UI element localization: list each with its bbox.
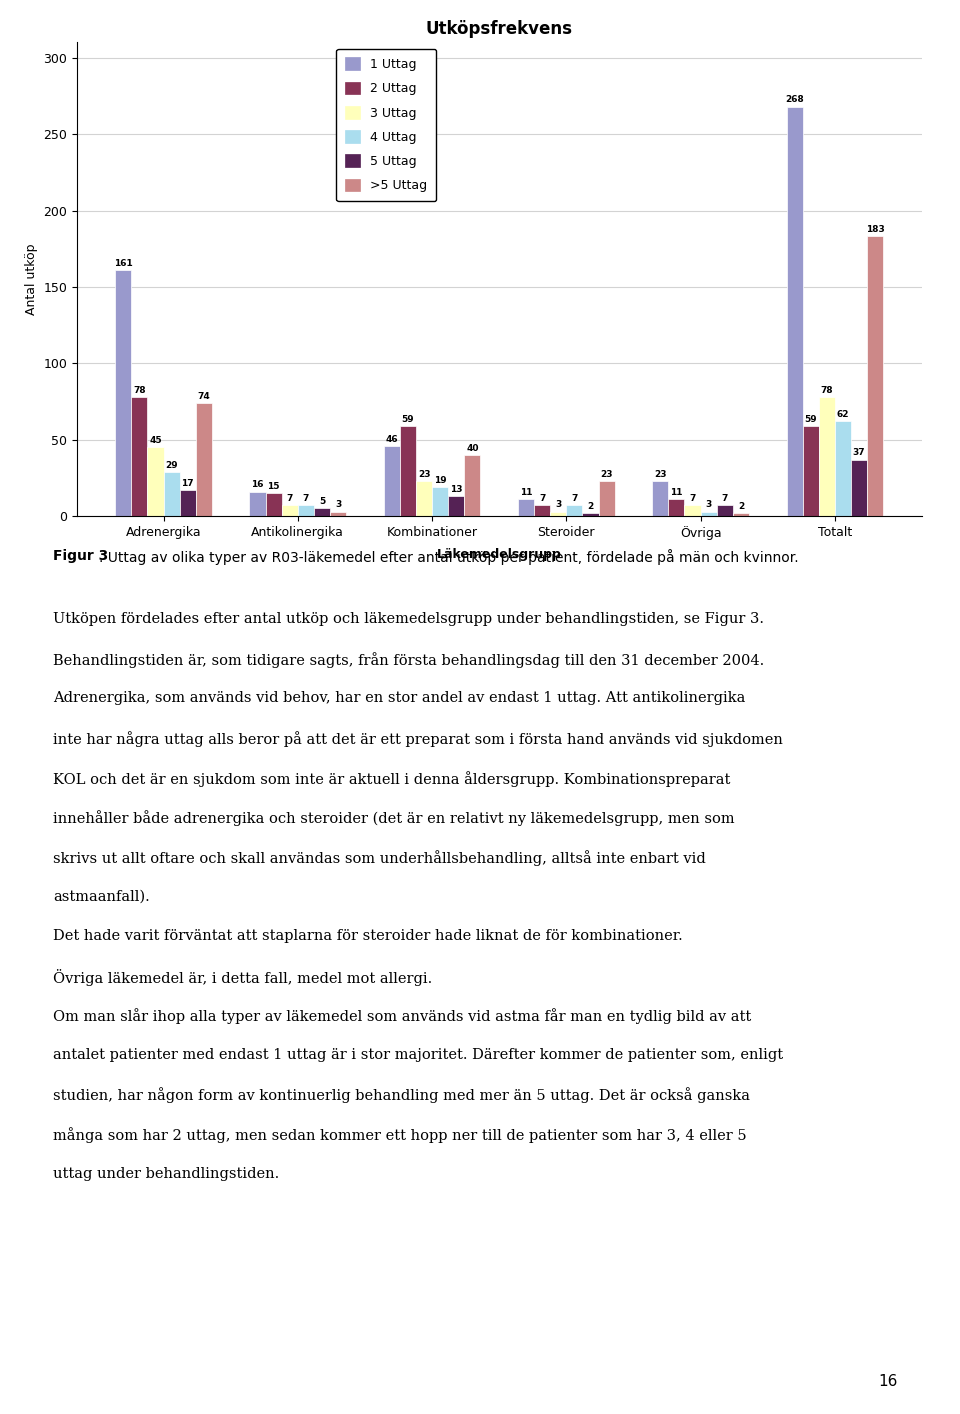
Text: 268: 268 (785, 95, 804, 105)
Title: Utköpsfrekvens: Utköpsfrekvens (425, 20, 573, 38)
Text: 23: 23 (600, 469, 612, 479)
Text: 23: 23 (654, 469, 666, 479)
Text: 7: 7 (539, 493, 545, 503)
Text: Figur 3: Figur 3 (53, 549, 108, 563)
Text: Om man slår ihop alla typer av läkemedel som används vid astma får man en tydlig: Om man slår ihop alla typer av läkemedel… (53, 1008, 751, 1024)
Text: 74: 74 (198, 392, 210, 400)
Bar (732, 513, 749, 516)
Bar (786, 106, 803, 516)
Bar (314, 509, 330, 516)
Text: 3: 3 (335, 501, 341, 509)
Bar (598, 481, 614, 516)
Bar (298, 505, 314, 516)
Text: 7: 7 (302, 493, 309, 503)
Text: skrivs ut allt oftare och skall användas som underhållsbehandling, alltså inte e: skrivs ut allt oftare och skall användas… (53, 850, 706, 865)
Bar (416, 481, 432, 516)
Bar (668, 499, 684, 516)
Text: Det hade varit förväntat att staplarna för steroider hade liknat de för kombinat: Det hade varit förväntat att staplarna f… (53, 929, 683, 943)
Bar (583, 513, 598, 516)
X-axis label: Läkemedelsgrupp: Läkemedelsgrupp (437, 549, 562, 561)
Text: studien, har någon form av kontinuerlig behandling med mer än 5 uttag. Det är oc: studien, har någon form av kontinuerlig … (53, 1087, 750, 1103)
Text: 62: 62 (837, 410, 850, 419)
Bar (835, 421, 851, 516)
Bar (432, 486, 448, 516)
Text: 46: 46 (386, 434, 398, 444)
Text: 45: 45 (149, 436, 162, 445)
Bar (566, 505, 583, 516)
Text: 3: 3 (706, 501, 711, 509)
Bar (148, 447, 163, 516)
Text: 7: 7 (571, 493, 578, 503)
Text: 16: 16 (252, 481, 264, 489)
Text: astmaanfall).: astmaanfall). (53, 889, 150, 904)
Bar (400, 426, 416, 516)
Text: 2: 2 (737, 502, 744, 510)
Text: antalet patienter med endast 1 uttag är i stor majoritet. Därefter kommer de pat: antalet patienter med endast 1 uttag är … (53, 1048, 783, 1062)
Bar (851, 460, 867, 516)
Text: uttag under behandlingstiden.: uttag under behandlingstiden. (53, 1167, 279, 1181)
Text: 17: 17 (181, 479, 194, 488)
Text: inte har några uttag alls beror på att det är ett preparat som i första hand anv: inte har några uttag alls beror på att d… (53, 731, 782, 747)
Bar (534, 505, 550, 516)
Bar (448, 496, 465, 516)
Text: 3: 3 (555, 501, 562, 509)
Text: 183: 183 (866, 225, 884, 235)
Bar (250, 492, 266, 516)
Text: 11: 11 (519, 488, 532, 496)
Text: 2: 2 (588, 502, 593, 510)
Text: 59: 59 (401, 414, 414, 424)
Text: 11: 11 (670, 488, 683, 496)
Bar (115, 270, 132, 516)
Text: 15: 15 (268, 482, 280, 491)
Text: 59: 59 (804, 414, 817, 424)
Text: 78: 78 (133, 386, 146, 395)
Text: Utköpen fördelades efter antal utköp och läkemedelsgrupp under behandlingstiden,: Utköpen fördelades efter antal utköp och… (53, 612, 764, 626)
Bar (266, 493, 281, 516)
Bar (550, 512, 566, 516)
Text: många som har 2 uttag, men sedan kommer ett hopp ner till de patienter som har 3: många som har 2 uttag, men sedan kommer … (53, 1127, 747, 1143)
Text: 40: 40 (467, 444, 479, 452)
Bar (465, 455, 480, 516)
Text: . Uttag av olika typer av R03-läkemedel efter antal utköp per patient, fördelade: . Uttag av olika typer av R03-läkemedel … (99, 549, 799, 564)
Bar (684, 505, 701, 516)
Bar (163, 472, 180, 516)
Text: 161: 161 (114, 259, 132, 267)
Text: 19: 19 (434, 475, 446, 485)
Bar (330, 512, 347, 516)
Text: 13: 13 (450, 485, 463, 493)
Y-axis label: Antal utköp: Antal utköp (25, 243, 37, 315)
Bar (717, 505, 732, 516)
Text: 5: 5 (319, 498, 325, 506)
Bar (180, 491, 196, 516)
Text: 7: 7 (722, 493, 728, 503)
Bar (803, 426, 819, 516)
Bar (196, 403, 212, 516)
Legend: 1 Uttag, 2 Uttag, 3 Uttag, 4 Uttag, 5 Uttag, >5 Uttag: 1 Uttag, 2 Uttag, 3 Uttag, 4 Uttag, 5 Ut… (337, 48, 436, 201)
Bar (281, 505, 298, 516)
Bar (819, 397, 835, 516)
Text: 29: 29 (165, 461, 178, 469)
Bar (518, 499, 534, 516)
Text: 78: 78 (821, 386, 833, 395)
Text: Behandlingstiden är, som tidigare sagts, från första behandlingsdag till den 31 : Behandlingstiden är, som tidigare sagts,… (53, 652, 764, 667)
Bar (132, 397, 148, 516)
Text: 37: 37 (852, 448, 865, 457)
Bar (652, 481, 668, 516)
Bar (384, 445, 400, 516)
Text: 23: 23 (418, 469, 430, 479)
Bar (701, 512, 717, 516)
Bar (867, 236, 883, 516)
Text: 16: 16 (878, 1373, 898, 1389)
Text: KOL och det är en sjukdom som inte är aktuell i denna åldersgrupp. Kombinationsp: KOL och det är en sjukdom som inte är ak… (53, 771, 731, 786)
Text: innehåller både adrenergika och steroider (det är en relativt ny läkemedelsgrupp: innehåller både adrenergika och steroide… (53, 810, 734, 826)
Text: Övriga läkemedel är, i detta fall, medel mot allergi.: Övriga läkemedel är, i detta fall, medel… (53, 969, 432, 986)
Text: Adrenergika, som används vid behov, har en stor andel av endast 1 uttag. Att ant: Adrenergika, som används vid behov, har … (53, 691, 745, 706)
Text: 7: 7 (689, 493, 696, 503)
Text: 7: 7 (286, 493, 293, 503)
